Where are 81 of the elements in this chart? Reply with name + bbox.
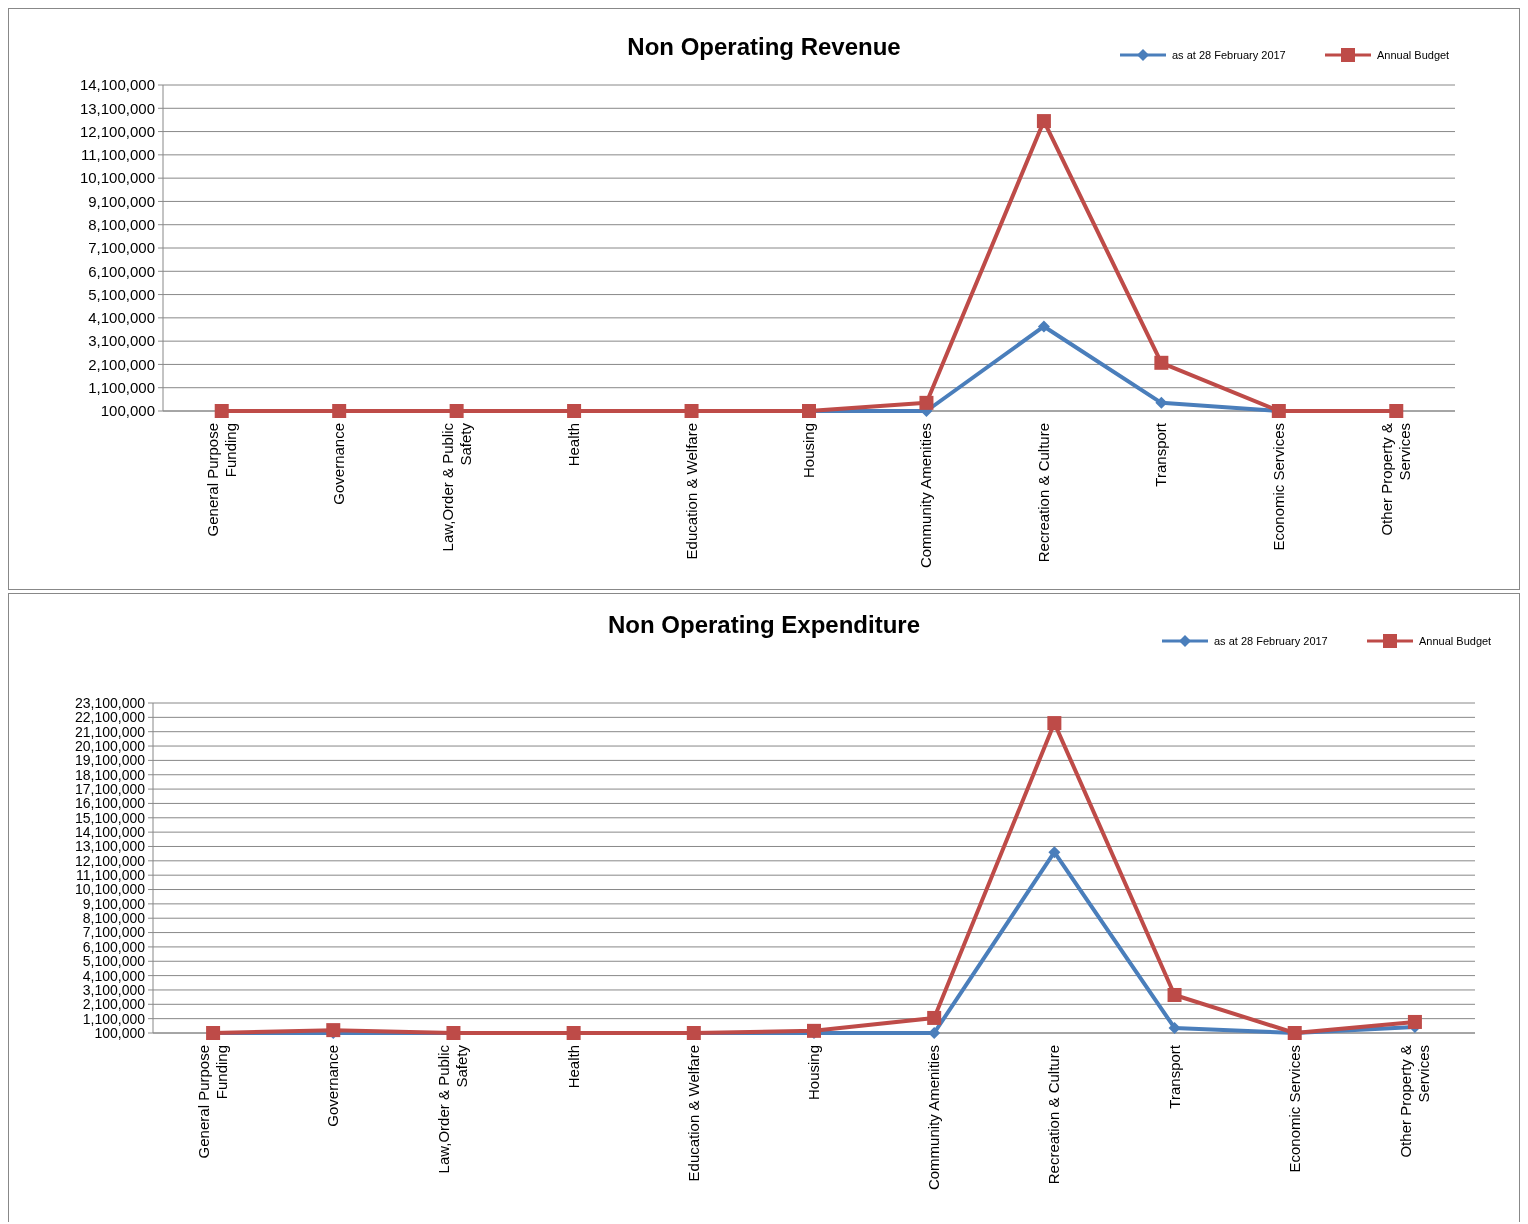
- point: [807, 1023, 821, 1038]
- y-tick-label: 23,100,000: [74, 694, 146, 711]
- y-tick-label: 10,100,000: [79, 169, 155, 187]
- x-tick-label: Transport: [1152, 422, 1170, 487]
- x-tick-label: Economic Services: [1285, 1045, 1303, 1173]
- x-tick-label: Law,Order & Public Safety: [435, 1044, 471, 1174]
- point: [1036, 114, 1051, 129]
- x-tick-label: Health: [564, 1045, 582, 1089]
- x-tick-label: Law,Order & Public Safety: [438, 422, 474, 552]
- x-tick-label: Governance: [330, 423, 348, 505]
- x-tick-label: Community Amenities: [925, 1045, 943, 1191]
- y-tick-label: 4,100,000: [82, 967, 146, 984]
- y-tick-label: 14,100,000: [74, 824, 146, 841]
- y-tick-label: 14,100,000: [79, 76, 155, 94]
- point: [927, 1010, 942, 1025]
- y-tick-label: 5,100,000: [82, 953, 146, 970]
- y-tick-label: 16,100,000: [74, 795, 146, 812]
- x-tick-label: Education & Welfare: [684, 1045, 702, 1182]
- point: [1154, 355, 1169, 370]
- y-tick-label: 6,100,000: [88, 262, 155, 280]
- y-tick-label: 18,100,000: [74, 766, 146, 783]
- x-tick-label: Housing: [800, 423, 817, 479]
- point: [449, 404, 464, 418]
- legend-label: as at 28 February 2017: [1172, 49, 1286, 61]
- x-tick-label: Other Property & Services: [1378, 423, 1414, 536]
- y-tick-label: 2,100,000: [88, 355, 155, 373]
- y-tick-label: 5,100,000: [88, 285, 155, 303]
- y-tick-label: 19,100,000: [74, 752, 146, 769]
- y-tick-label: 1,100,000: [88, 378, 155, 396]
- y-tick-label: 22,100,000: [74, 709, 146, 726]
- point: [1407, 1014, 1422, 1029]
- chart-title: Non Operating Expenditure: [607, 611, 921, 638]
- y-tick-label: 8,100,000: [88, 215, 155, 233]
- y-tick-label: 15,100,000: [74, 809, 146, 826]
- x-tick-label: Housing: [805, 1045, 822, 1101]
- point: [1048, 846, 1061, 859]
- point: [214, 404, 229, 418]
- x-tick-label: General Purpose Funding: [203, 423, 239, 537]
- x-tick-label: Education & Welfare: [682, 423, 700, 560]
- x-tick-label: Other Property & Services: [1396, 1045, 1432, 1158]
- x-tick-label: Transport: [1165, 1044, 1183, 1109]
- y-tick-label: 1,100,000: [82, 1010, 146, 1027]
- legend-label: as at 28 February 2017: [1214, 635, 1328, 647]
- y-tick-label: 12,100,000: [74, 852, 146, 869]
- y-tick-label: 10,100,000: [74, 881, 146, 898]
- y-tick-label: 8,100,000: [82, 910, 146, 927]
- x-tick-label: Recreation & Culture: [1045, 1045, 1063, 1185]
- legend-label: Annual Budget: [1377, 49, 1450, 61]
- chart-title: Non Operating Revenue: [627, 33, 901, 60]
- legend-label: Annual Budget: [1419, 635, 1492, 647]
- y-tick-label: 9,100,000: [82, 895, 146, 912]
- point: [1037, 320, 1050, 333]
- x-tick-label: Governance: [324, 1045, 342, 1127]
- x-tick-label: Community Amenities: [917, 423, 935, 569]
- y-tick-label: 7,100,000: [88, 239, 155, 257]
- point: [684, 404, 699, 418]
- point: [1047, 716, 1062, 731]
- y-tick-label: 2,100,000: [82, 996, 146, 1013]
- y-tick-label: 6,100,000: [82, 938, 146, 955]
- x-tick-label: Health: [565, 423, 583, 467]
- x-tick-label: Economic Services: [1269, 423, 1287, 551]
- point: [919, 395, 934, 410]
- point: [1389, 404, 1404, 418]
- point: [1168, 1021, 1181, 1034]
- y-tick-label: 11,100,000: [75, 867, 146, 884]
- y-tick-label: 4,100,000: [88, 309, 155, 327]
- y-tick-label: 100,000: [100, 402, 155, 420]
- x-tick-label: Recreation & Culture: [1034, 423, 1052, 563]
- y-tick-label: 13,100,000: [74, 838, 146, 855]
- y-tick-label: 13,100,000: [79, 99, 155, 117]
- point: [326, 1023, 341, 1038]
- point: [567, 404, 582, 418]
- y-tick-label: 3,100,000: [88, 332, 155, 350]
- y-tick-label: 12,100,000: [79, 122, 155, 140]
- y-tick-label: 9,100,000: [88, 192, 155, 210]
- y-tick-label: 11,100,000: [81, 146, 155, 164]
- x-tick-label: General Purpose Funding: [195, 1045, 231, 1159]
- y-tick-label: 7,100,000: [82, 924, 146, 941]
- y-tick-label: 21,100,000: [74, 723, 146, 740]
- point: [332, 404, 347, 418]
- point: [1167, 987, 1182, 1002]
